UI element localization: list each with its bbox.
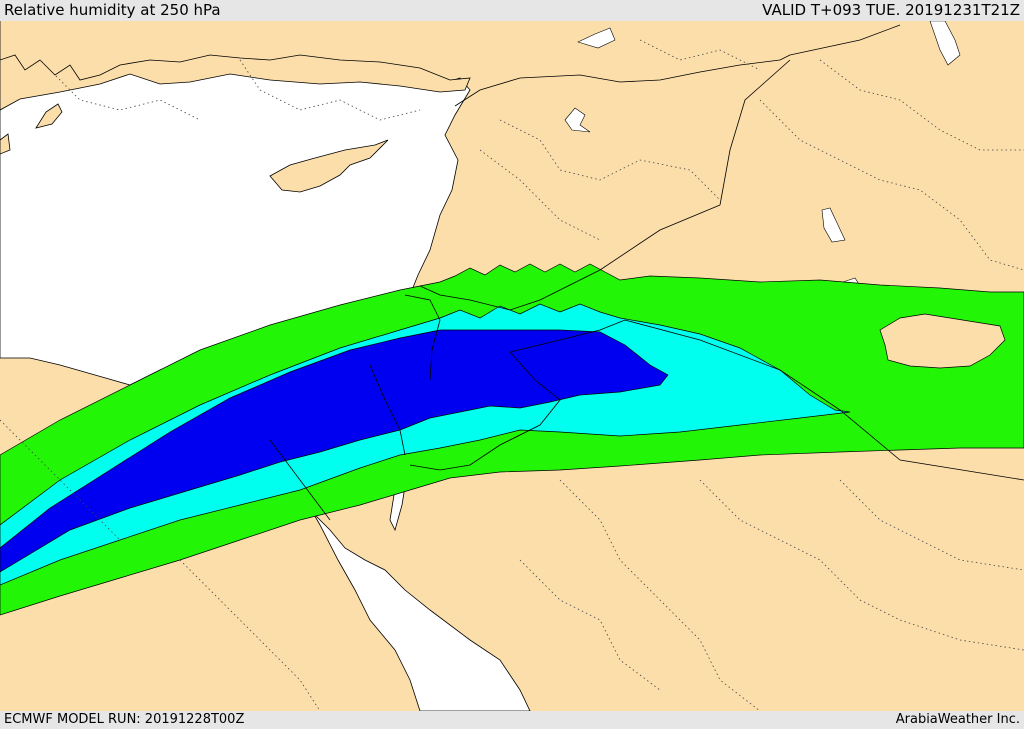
province-borders bbox=[0, 39, 1024, 711]
valid-time: VALID T+093 TUE. 20191231T21Z bbox=[762, 1, 1020, 19]
humidity-band-blue bbox=[0, 329, 669, 573]
header-bar: Relative humidity at 250 hPa VALID T+093… bbox=[0, 0, 1024, 21]
milh-lake bbox=[879, 313, 1006, 369]
country-borders bbox=[269, 24, 1024, 521]
weather-map bbox=[0, 21, 1024, 711]
map-title: Relative humidity at 250 hPa bbox=[4, 1, 221, 19]
small-lake-north bbox=[577, 27, 616, 49]
humidity-band-green bbox=[0, 263, 1024, 616]
lake-tharthar bbox=[821, 207, 846, 243]
cyprus-island bbox=[269, 139, 389, 193]
crete-fragment bbox=[0, 133, 11, 155]
rhodes-island bbox=[35, 103, 63, 129]
credit-label: ArabiaWeather Inc. bbox=[895, 712, 1020, 727]
footer-bar: ECMWF MODEL RUN: 20191228T00Z ArabiaWeat… bbox=[0, 711, 1024, 729]
aegean-coast bbox=[0, 21, 471, 111]
northern-lake bbox=[564, 107, 591, 133]
model-run-label: ECMWF MODEL RUN: 20191228T00Z bbox=[4, 712, 245, 727]
lake-van bbox=[929, 21, 961, 66]
red-sea bbox=[271, 439, 531, 711]
